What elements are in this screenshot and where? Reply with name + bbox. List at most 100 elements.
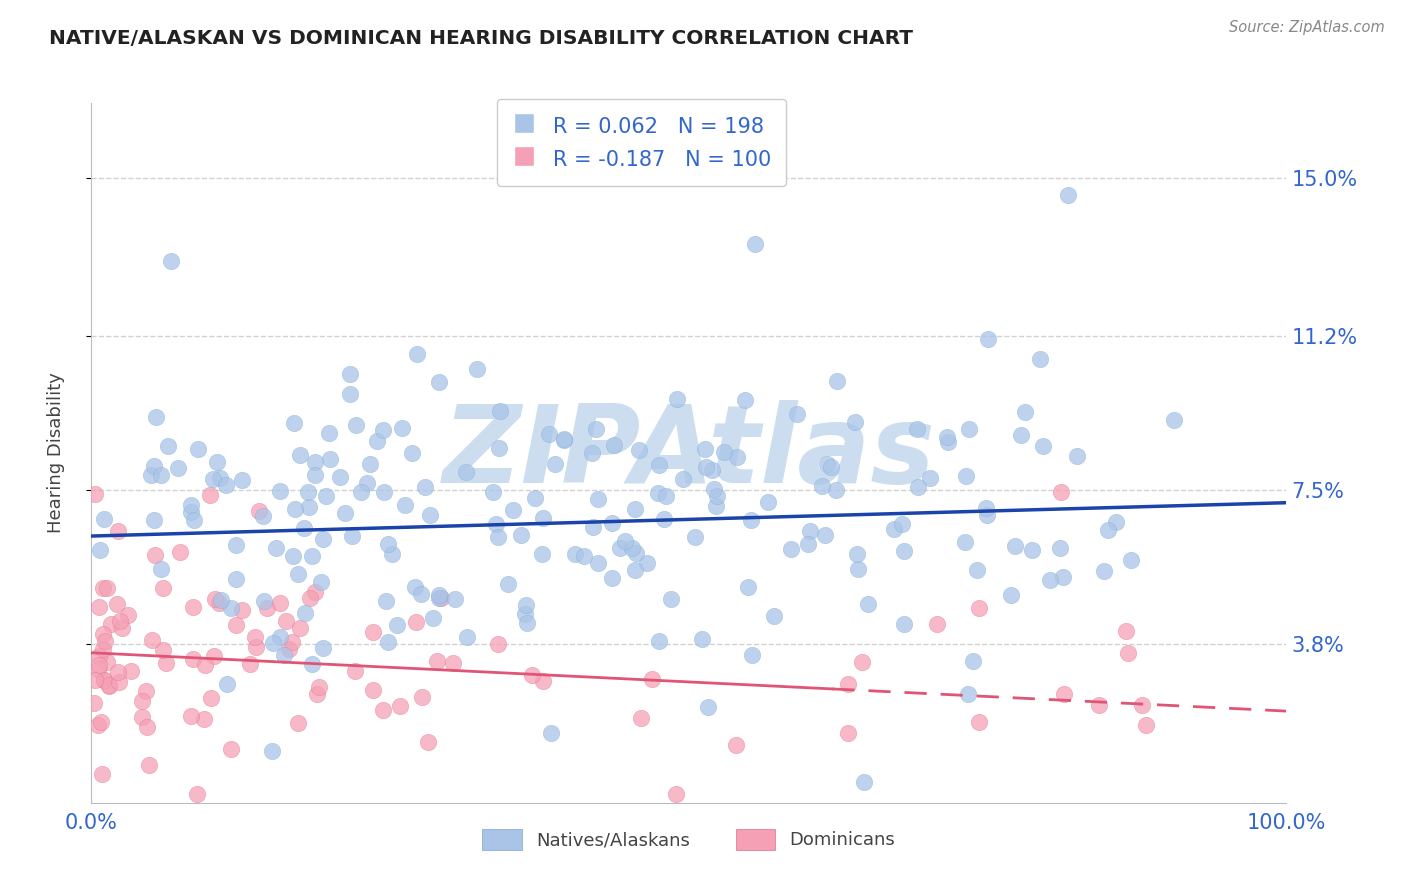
Point (373, 703, 395, 717)
Point (659, 591, 682, 606)
Point (411, 690, 433, 704)
Point (318, 426, 340, 441)
Point (359, 457, 381, 471)
Point (496, 577, 519, 591)
Point (820, 459, 842, 474)
Point (1014, 404, 1036, 418)
Point (361, 625, 384, 640)
Point (247, 504, 270, 518)
Point (394, 498, 416, 512)
Point (683, 530, 706, 544)
Point (704, 499, 727, 513)
Point (288, 621, 311, 635)
Point (288, 448, 311, 462)
Point (312, 641, 335, 656)
Text: NATIVE/ALASKAN VS DOMINICAN HEARING DISABILITY CORRELATION CHART: NATIVE/ALASKAN VS DOMINICAN HEARING DISA… (49, 29, 914, 47)
Point (152, 643, 174, 657)
Point (225, 538, 247, 552)
Point (91, 581, 114, 595)
Point (91, 642, 114, 657)
Point (533, 674, 555, 689)
Point (1130, 698, 1153, 712)
Point (401, 446, 423, 460)
Point (361, 682, 384, 697)
Point (523, 491, 546, 506)
Point (666, 392, 689, 406)
Point (315, 489, 337, 503)
Point (977, 332, 1000, 346)
Point (713, 445, 735, 459)
Point (1135, 718, 1157, 732)
Point (585, 422, 607, 436)
Point (307, 687, 329, 701)
Point (83, 696, 105, 710)
Point (955, 469, 977, 483)
Point (844, 415, 866, 429)
Point (181, 652, 204, 666)
Point (283, 417, 305, 431)
Point (418, 735, 440, 749)
Point (284, 501, 307, 516)
Point (107, 524, 129, 539)
Point (373, 484, 395, 499)
Point (737, 580, 759, 594)
Point (377, 537, 399, 551)
Point (893, 544, 915, 558)
Point (786, 407, 808, 421)
Point (169, 545, 191, 559)
Point (183, 513, 205, 527)
Point (208, 596, 231, 610)
Point (976, 508, 998, 522)
Point (413, 480, 436, 494)
Point (215, 477, 238, 491)
Point (613, 533, 636, 548)
Point (967, 715, 990, 730)
Point (520, 668, 543, 682)
Point (485, 517, 508, 532)
Point (1057, 187, 1080, 202)
Point (319, 452, 342, 467)
Point (225, 618, 247, 632)
Point (97, 678, 120, 692)
Point (1050, 484, 1073, 499)
Point (186, 788, 208, 802)
Point (734, 392, 756, 407)
Point (465, 361, 488, 376)
Point (239, 657, 262, 672)
Point (624, 501, 647, 516)
Point (1119, 552, 1142, 566)
Point (350, 485, 373, 500)
Point (907, 480, 929, 494)
Point (744, 237, 766, 252)
Point (697, 699, 720, 714)
Point (966, 563, 988, 577)
Point (221, 741, 243, 756)
Point (624, 563, 647, 577)
Y-axis label: Hearing Disability: Hearing Disability (46, 372, 65, 533)
Point (935, 430, 957, 444)
Point (797, 537, 820, 551)
Point (93, 512, 115, 526)
Point (143, 548, 166, 562)
Point (955, 535, 977, 549)
Point (200, 488, 222, 502)
Point (853, 775, 876, 789)
Point (543, 457, 565, 471)
Point (426, 654, 449, 668)
Point (135, 683, 157, 698)
Point (531, 510, 554, 524)
Point (388, 698, 411, 713)
Point (201, 472, 224, 486)
Point (588, 556, 610, 570)
Point (143, 459, 166, 474)
Point (516, 615, 538, 630)
Point (262, 636, 284, 650)
Point (1049, 541, 1071, 555)
Point (406, 347, 429, 361)
Point (1000, 588, 1022, 602)
Point (799, 524, 821, 538)
Point (167, 461, 190, 475)
Point (837, 677, 859, 691)
Point (429, 375, 451, 389)
Point (269, 483, 291, 498)
